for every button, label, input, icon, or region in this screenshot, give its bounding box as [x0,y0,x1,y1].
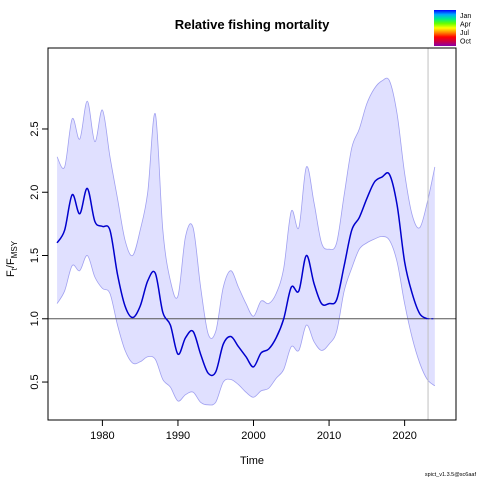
plot-area [48,48,456,420]
y-tick-label: 1.5 [29,248,41,263]
legend-label-jul: Jul [460,30,469,37]
y-axis-label: Ft/FMSY [5,240,19,277]
x-tick-label: 1980 [90,430,114,442]
x-tick-label: 2020 [392,430,416,442]
y-axis-label-sub-msy: MSY [10,240,19,258]
y-tick-label: 2.0 [29,185,41,200]
x-tick-label: 2000 [241,430,265,442]
chart-title: Relative fishing mortality [175,17,330,32]
y-axis: 0.5 1.0 1.5 2.0 2.5 [29,121,48,389]
x-axis: 1980 1990 2000 2010 2020 [90,420,417,442]
season-legend: Jan AprJul Oct [434,10,472,46]
version-footnote: spict_v1.3.5@sc6aaf [425,472,477,478]
x-tick-label: 2010 [317,430,341,442]
y-tick-label: 1.0 [29,311,41,326]
legend-color-bar [434,10,456,46]
y-tick-label: 0.5 [29,374,41,389]
x-axis-label: Time [240,455,264,467]
legend-label-jan: Jan [460,13,471,20]
legend-label-apr: Apr [460,22,472,29]
x-tick-label: 1990 [166,430,190,442]
y-axis-label-slash: /F [5,258,17,268]
legend-label-oct: Oct [460,39,471,46]
y-tick-label: 2.5 [29,121,41,136]
